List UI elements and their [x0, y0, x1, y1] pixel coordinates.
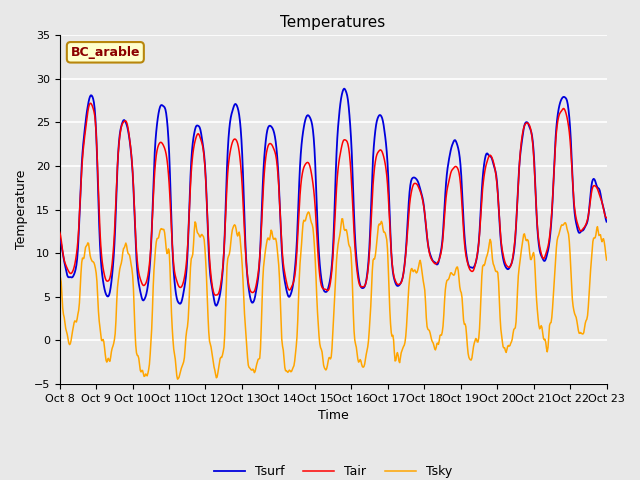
Line: Tsurf: Tsurf [60, 89, 607, 306]
Tsurf [66, 274, 74, 280]
Tsky [173, 376, 181, 382]
Title: Temperatures: Temperatures [280, 15, 386, 30]
Tsky [66, 342, 74, 348]
Tsurf [401, 258, 409, 264]
Tsurf [207, 273, 214, 278]
Tsky [305, 209, 312, 215]
Tsky [179, 363, 186, 369]
Tair [66, 270, 74, 276]
Tair [212, 292, 220, 298]
Tsurf [56, 236, 63, 242]
Tsurf [122, 120, 130, 125]
Line: Tsky: Tsky [60, 212, 607, 379]
Tair [207, 273, 215, 279]
Tsky [401, 339, 409, 345]
Tsurf [177, 299, 185, 305]
Legend: Tsurf, Tair, Tsky: Tsurf, Tair, Tsky [209, 460, 458, 480]
X-axis label: Time: Time [317, 409, 349, 422]
Tair [401, 259, 409, 264]
Tsurf [340, 86, 348, 92]
Tair [417, 191, 425, 196]
Tair [123, 120, 131, 125]
Tsky [56, 275, 63, 281]
Tair [87, 100, 95, 106]
Tair [603, 215, 611, 221]
Y-axis label: Temperature: Temperature [15, 170, 28, 249]
Tsky [603, 257, 611, 263]
Tsky [122, 240, 130, 246]
Tsky [207, 344, 215, 350]
Tair [56, 229, 63, 235]
Line: Tair: Tair [60, 103, 607, 295]
Tsurf [603, 219, 611, 225]
Tsurf [417, 189, 425, 195]
Text: BC_arable: BC_arable [70, 46, 140, 59]
Tsky [417, 261, 425, 267]
Tair [179, 283, 186, 288]
Tsurf [212, 303, 220, 309]
